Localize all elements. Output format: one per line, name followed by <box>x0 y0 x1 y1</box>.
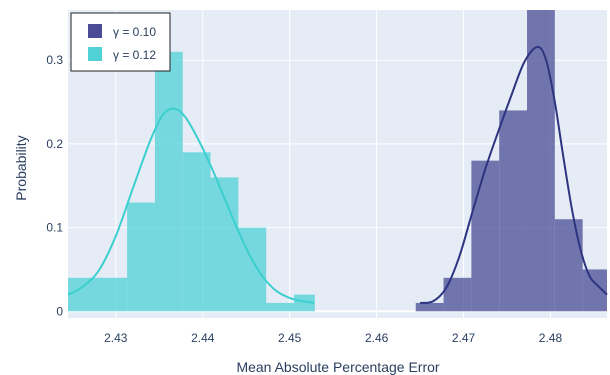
histogram-bar[interactable] <box>554 219 583 312</box>
legend-swatch-gamma-0-12 <box>88 47 102 61</box>
x-tick-label: 2.43 <box>104 331 128 345</box>
histogram-bar[interactable] <box>68 277 128 312</box>
y-tick-label: 0.3 <box>46 53 63 67</box>
histogram-bar[interactable] <box>415 302 444 312</box>
legend-label-gamma-0-10: γ = 0.10 <box>113 25 156 39</box>
x-tick-label: 2.44 <box>191 331 215 345</box>
x-tick-label: 2.47 <box>452 331 476 345</box>
density-curve[interactable] <box>419 45 608 304</box>
y-tick-label: 0 <box>56 304 63 318</box>
legend-swatch-gamma-0-10 <box>88 24 102 38</box>
legend-label-gamma-0-12: γ = 0.12 <box>113 48 156 62</box>
x-tick-label: 2.45 <box>278 331 302 345</box>
x-axis-ticks: 2.43 2.44 2.45 2.46 2.47 2.48 <box>104 331 562 345</box>
histogram-bar[interactable] <box>443 277 472 312</box>
legend-box <box>70 12 171 72</box>
histogram-bars <box>68 10 607 312</box>
y-axis-ticks: 0 0.1 0.2 0.3 <box>46 53 63 318</box>
histogram-bar[interactable] <box>154 51 183 312</box>
x-tick-label: 2.48 <box>539 331 563 345</box>
histogram-bar[interactable] <box>499 110 528 312</box>
x-axis-title: Mean Absolute Percentage Error <box>236 359 439 375</box>
density-curve[interactable] <box>67 107 315 304</box>
histogram-bar[interactable] <box>294 294 315 312</box>
histogram-bar[interactable] <box>127 202 155 312</box>
histogram-bar[interactable] <box>527 10 555 312</box>
y-tick-label: 0.1 <box>46 221 63 235</box>
y-axis-title: Probability <box>13 135 29 200</box>
x-tick-label: 2.46 <box>365 331 389 345</box>
histogram-bar[interactable] <box>471 160 500 312</box>
histogram-bar[interactable] <box>182 152 211 312</box>
histogram-bar[interactable] <box>266 302 295 312</box>
density-curves <box>67 45 608 304</box>
legend[interactable]: γ = 0.10 γ = 0.12 <box>70 12 171 72</box>
y-tick-label: 0.2 <box>46 137 63 151</box>
